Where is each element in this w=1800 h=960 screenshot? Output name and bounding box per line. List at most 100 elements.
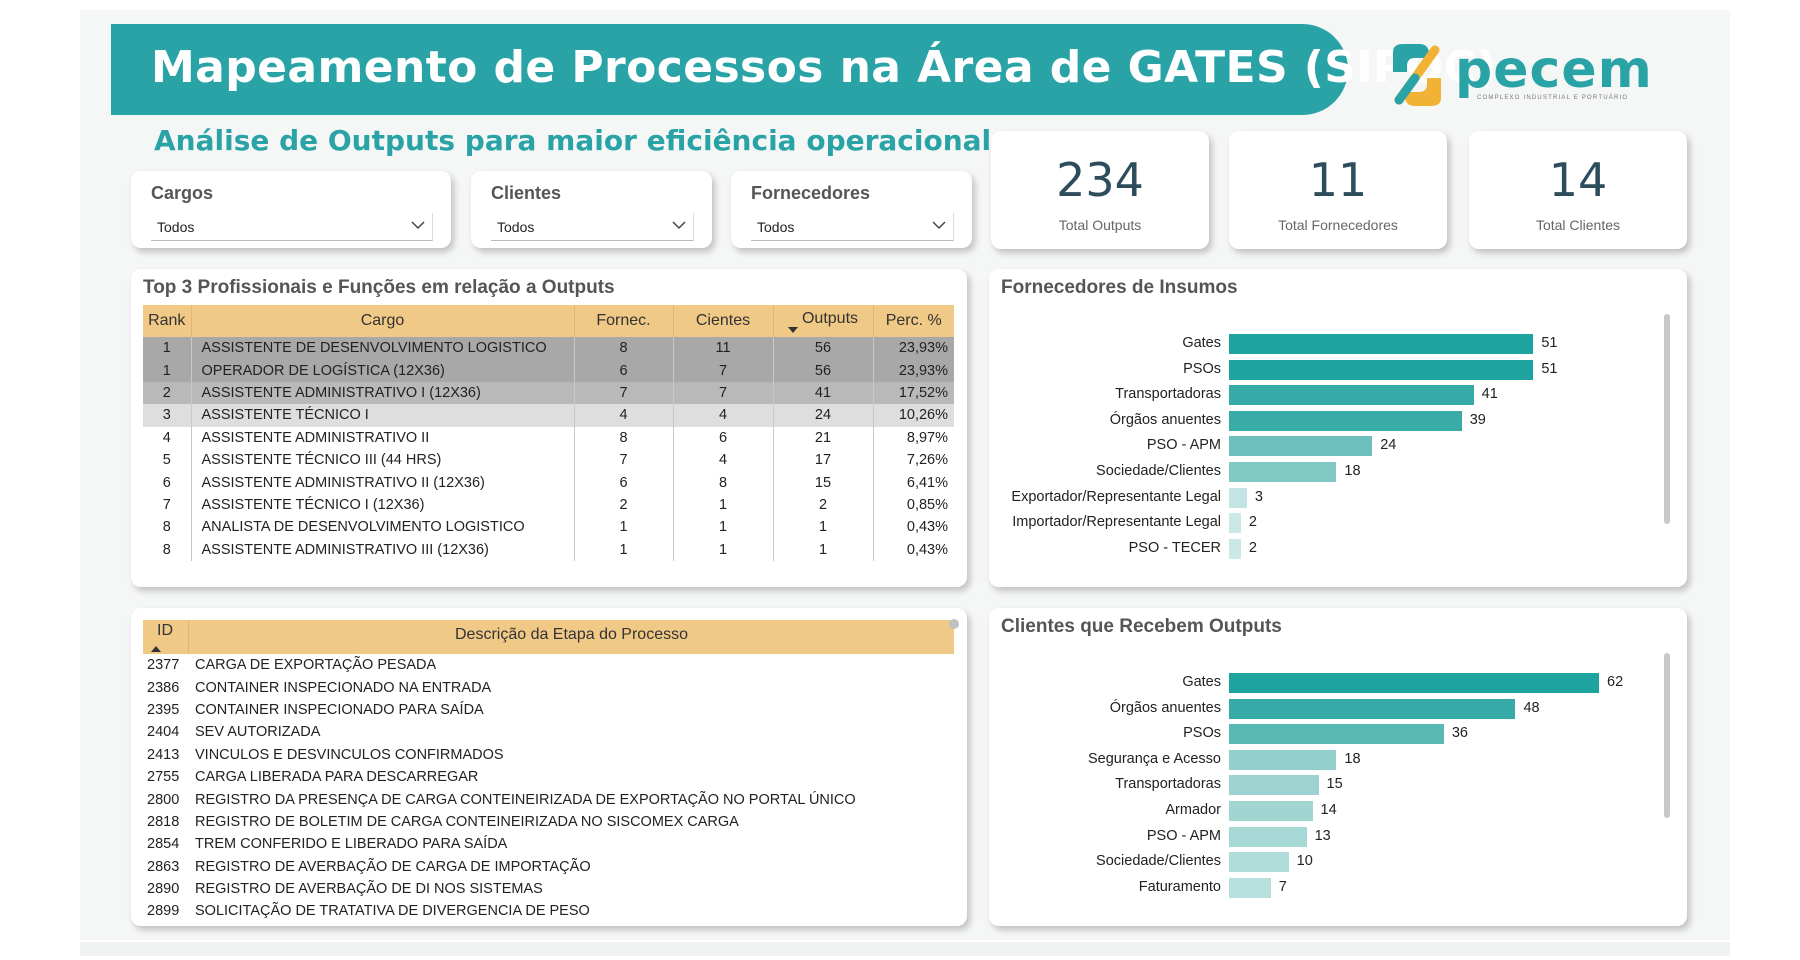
table-row[interactable]: 1 OPERADOR DE LOGÍSTICA (12X36) 6 7 56 23,93% <box>143 359 954 382</box>
col-header-fornec[interactable]: Fornec. <box>574 305 674 337</box>
cell-rank: 2 <box>143 381 192 405</box>
list-item[interactable]: 2386 CONTAINER INSPECIONADO NA ENTRADA <box>143 676 954 698</box>
bar-value-label: 18 <box>1344 750 1361 767</box>
bar[interactable] <box>1229 673 1599 693</box>
list-item[interactable]: 2377 CARGA DE EXPORTAÇÃO PESADA <box>143 654 954 676</box>
bar-label: Armador <box>1165 802 1221 818</box>
bar[interactable] <box>1229 775 1319 796</box>
list-item[interactable]: 2755 CARGA LIBERADA PARA DESCARREGAR <box>143 766 954 788</box>
col-header-descricao[interactable]: Descrição da Etapa do Processo <box>454 626 688 643</box>
filter-fornecedores[interactable]: Fornecedores Todos <box>731 171 972 248</box>
kpi-total-fornecedores: 11 Total Fornecedores <box>1229 131 1447 249</box>
bar[interactable] <box>1229 852 1289 873</box>
cell-rank: 4 <box>143 426 192 449</box>
bar-value-label: 51 <box>1541 360 1558 377</box>
table-row[interactable]: 6 ASSISTENTE ADMINISTRATIVO II (12X36) 6 8 1… <box>143 471 954 494</box>
bar[interactable] <box>1229 749 1337 770</box>
table-row[interactable]: 3 ASSISTENTE TÉCNICO I 4 4 24 10,26% <box>143 404 954 427</box>
bar[interactable] <box>1229 487 1247 508</box>
sort-ascending-icon <box>151 646 161 652</box>
col-header-perc[interactable]: Perc. % <box>873 305 954 337</box>
list-item[interactable]: 2890 REGISTRO DE AVERBAÇÃO DE DI NOS SIST… <box>143 878 954 900</box>
process-table-body[interactable]: 2377 CARGA DE EXPORTAÇÃO PESADA 2386 CONTAI… <box>143 654 954 919</box>
list-item[interactable]: 2404 SEV AUTORIZADA <box>143 721 954 743</box>
table-row[interactable]: 2 ASSISTENTE ADMINISTRATIVO I (12X36) 7 7 41… <box>143 381 954 405</box>
bar-value-label: 3 <box>1254 488 1263 505</box>
bar-value-label: 51 <box>1541 335 1558 351</box>
logo-wordmark: pecem <box>1455 40 1653 100</box>
cell-outputs: 15 <box>773 471 874 494</box>
col-header-outputs[interactable]: Outputs <box>773 305 874 337</box>
list-item[interactable]: 2854 TREM CONFERIDO E LIBERADO PARA SAÍDA <box>143 833 954 855</box>
cell-cargo: OPERADOR DE LOGÍSTICA (12X36) <box>191 359 575 382</box>
bar[interactable] <box>1229 724 1444 745</box>
bar[interactable] <box>1229 385 1474 406</box>
cell-cargo: ASSISTENTE TÉCNICO I (12X36) <box>191 493 575 517</box>
table-row[interactable]: 7 ASSISTENTE TÉCNICO I (12X36) 2 1 2 0,85% <box>143 493 954 517</box>
filter-cargos-dropdown[interactable]: Todos <box>151 213 433 241</box>
cell-rank: 1 <box>143 337 192 360</box>
list-item[interactable]: 2800 REGISTRO DA PRESENÇA DE CARGA CONTEI… <box>143 788 954 810</box>
cell-perc: 7,26% <box>906 452 948 469</box>
bar[interactable] <box>1229 462 1337 482</box>
cell-id: 2818 <box>147 813 180 830</box>
list-item[interactable]: 2899 SOLICITAÇÃO DE TRATATIVA DE DIVERGEN… <box>143 900 954 919</box>
cell-fornec: 1 <box>574 516 674 539</box>
top3-header-row: Rank Cargo Fornec. Cientes Outputs Perc.… <box>143 305 954 337</box>
col-header-cientes[interactable]: Cientes <box>673 305 774 337</box>
cell-id: 2377 <box>147 657 180 674</box>
table-scroll-indicator[interactable] <box>949 619 959 629</box>
table-row[interactable]: 8 ASSISTENTE ADMINISTRATIVO III (12X36) 1 1… <box>143 538 954 561</box>
bar[interactable] <box>1229 826 1307 847</box>
bar-label: Exportador/Representante Legal <box>1011 488 1221 505</box>
cell-descricao: TREM CONFERIDO E LIBERADO PARA SAÍDA <box>195 836 508 853</box>
table-row[interactable]: 4 ASSISTENTE ADMINISTRATIVO II 8 6 21 8,97% <box>143 426 954 449</box>
fornecedores-chart-scrollbar[interactable] <box>1664 314 1670 524</box>
top3-table-panel: Top 3 Profissionais e Funções em relação… <box>131 269 967 587</box>
bar[interactable] <box>1229 877 1271 898</box>
col-header-outputs-label: Outputs <box>801 309 859 327</box>
filter-cargos[interactable]: Cargos Todos <box>131 171 451 248</box>
filter-clientes-dropdown[interactable]: Todos <box>491 213 694 241</box>
filter-cargos-label: Cargos <box>151 183 214 203</box>
cell-cargo: ASSISTENTE TÉCNICO III (44 HRS) <box>191 448 575 472</box>
list-item[interactable]: 2395 CONTAINER INSPECIONADO PARA SAÍDA <box>143 699 954 721</box>
cell-id: 2800 <box>147 791 180 808</box>
cell-cientes: 6 <box>673 426 774 449</box>
list-item[interactable]: 2413 VINCULOS E DESVINCULOS CONFIRMADOS <box>143 744 954 766</box>
cell-id: 2863 <box>147 858 180 875</box>
clientes-chart-panel: Clientes que Recebem Outputs Gates 62 Órgã… <box>989 608 1687 926</box>
cell-cientes: 1 <box>673 516 774 539</box>
bar[interactable] <box>1229 801 1313 821</box>
table-row[interactable]: 1 ASSISTENTE DE DESENVOLVIMENTO LOGISTICO… <box>143 337 954 360</box>
cell-fornec: 8 <box>574 337 674 360</box>
list-item[interactable]: 2818 REGISTRO DE BOLETIM DE CARGA CONTEIN… <box>143 811 954 833</box>
bar[interactable] <box>1229 436 1373 457</box>
col-header-rank[interactable]: Rank <box>143 305 192 337</box>
cell-descricao: REGISTRO DA PRESENÇA DE CARGA CONTEINEIR… <box>195 791 856 808</box>
bar[interactable] <box>1229 334 1534 354</box>
process-table-panel: ID Descrição da Etapa do Processo 2377 CA… <box>131 608 967 926</box>
sort-descending-icon <box>787 326 798 333</box>
bar-value-label: 41 <box>1481 386 1498 403</box>
col-header-cargo[interactable]: Cargo <box>191 305 575 337</box>
cell-descricao: REGISTRO DE AVERBAÇÃO DE CARGA DE IMPORT… <box>195 858 591 875</box>
list-item[interactable]: 2863 REGISTRO DE AVERBAÇÃO DE CARGA DE IM… <box>143 856 954 878</box>
bar[interactable] <box>1229 359 1534 380</box>
clientes-chart-scrollbar[interactable] <box>1664 653 1670 818</box>
table-row[interactable]: 8 ANALISTA DE DESENVOLVIMENTO LOGISTICO 1 1… <box>143 516 954 539</box>
filter-fornecedores-value: Todos <box>757 219 795 235</box>
filter-fornecedores-dropdown[interactable]: Todos <box>751 213 954 241</box>
chevron-down-icon <box>932 221 946 230</box>
bar[interactable] <box>1229 513 1241 534</box>
logo-tagline: COMPLEXO INDUSTRIAL E PORTUÁRIO <box>1477 95 1629 101</box>
bar[interactable] <box>1229 698 1516 719</box>
bar-label: PSOs <box>1183 360 1221 377</box>
table-row[interactable]: 5 ASSISTENTE TÉCNICO III (44 HRS) 7 4 17 7,26… <box>143 448 954 472</box>
bar-label: Órgãos anuentes <box>1109 699 1221 716</box>
col-header-id[interactable]: ID <box>143 620 189 654</box>
bar-label: Segurança e Acesso <box>1087 750 1221 767</box>
filter-clientes[interactable]: Clientes Todos <box>471 171 712 248</box>
bar[interactable] <box>1229 410 1462 431</box>
bar[interactable] <box>1229 538 1241 559</box>
